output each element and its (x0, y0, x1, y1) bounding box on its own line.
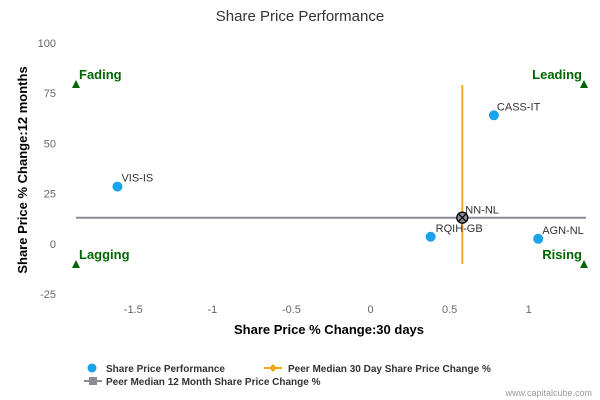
x-tick-label: -0.5 (282, 304, 301, 316)
data-point[interactable]: RQIH-GB (425, 223, 483, 242)
quadrant-triangle-icon (580, 260, 588, 268)
data-point-label: NN-NL (465, 205, 499, 217)
data-point-marker[interactable] (488, 110, 499, 121)
y-tick-label: -25 (40, 289, 56, 301)
x-tick-labels: -1.5 -1 -0.5 0 0.5 1 (124, 304, 532, 316)
legend-square-icon (89, 377, 97, 385)
data-point-label: CASS-IT (497, 101, 541, 113)
quadrant-triangle-icon (72, 80, 80, 88)
legend-item-share-price[interactable]: Share Price Performance (87, 363, 226, 376)
legend: Share Price Performance Peer Median 30 D… (84, 363, 491, 388)
x-tick-label: 0 (367, 304, 373, 316)
legend-diamond-icon (269, 364, 277, 372)
y-tick-label: 50 (44, 138, 56, 150)
legend-label: Share Price Performance (106, 364, 225, 375)
data-point-label: RQIH-GB (436, 223, 483, 235)
y-tick-label: 75 (44, 88, 56, 100)
quadrant-markers: Fading Leading Lagging Rising (72, 67, 588, 268)
data-point[interactable]: AGN-NL (533, 225, 584, 244)
legend-label: Peer Median 12 Month Share Price Change … (106, 377, 321, 388)
legend-item-median-12m[interactable]: Peer Median 12 Month Share Price Change … (84, 377, 321, 388)
y-tick-label: 25 (44, 189, 56, 201)
quadrant-label: Fading (79, 67, 122, 82)
x-tick-label: -1 (207, 304, 217, 316)
legend-item-median-30d[interactable]: Peer Median 30 Day Share Price Change % (264, 364, 491, 375)
credit-text[interactable]: www.capitalcube.com (504, 388, 592, 398)
data-point-marker[interactable] (425, 231, 436, 242)
data-point-label: AGN-NL (542, 225, 584, 237)
legend-label: Peer Median 30 Day Share Price Change % (288, 364, 491, 375)
quadrant-label: Lagging (79, 247, 130, 262)
chart-title: Share Price Performance (216, 8, 384, 25)
y-tick-label: 0 (50, 239, 56, 251)
data-points: VIS-IS CASS-IT NN-NL RQIH-GB AGN-NL (112, 101, 584, 244)
y-tick-label: 100 (38, 38, 56, 50)
median-crosshair-stroke (457, 213, 467, 223)
peer-median-marker (456, 211, 469, 224)
data-point[interactable]: CASS-IT (488, 101, 541, 121)
quadrant-triangle-icon (580, 80, 588, 88)
quadrant-label: Rising (542, 247, 582, 262)
x-tick-label: -1.5 (124, 304, 143, 316)
data-point-marker[interactable] (533, 233, 544, 244)
x-tick-label: 1 (526, 304, 532, 316)
x-tick-label: 0.5 (442, 304, 457, 316)
y-tick-labels: 100 75 50 25 0 -25 (38, 38, 56, 301)
legend-marker-circle-icon (87, 363, 97, 373)
data-point[interactable]: VIS-IS (112, 173, 153, 192)
y-axis-title: Share Price % Change:12 months (15, 66, 30, 273)
quadrant-label: Leading (532, 67, 582, 82)
data-point-marker[interactable] (112, 181, 123, 192)
data-point-label: VIS-IS (121, 173, 153, 185)
quadrant-triangle-icon (72, 260, 80, 268)
x-axis-title: Share Price % Change:30 days (234, 322, 424, 337)
